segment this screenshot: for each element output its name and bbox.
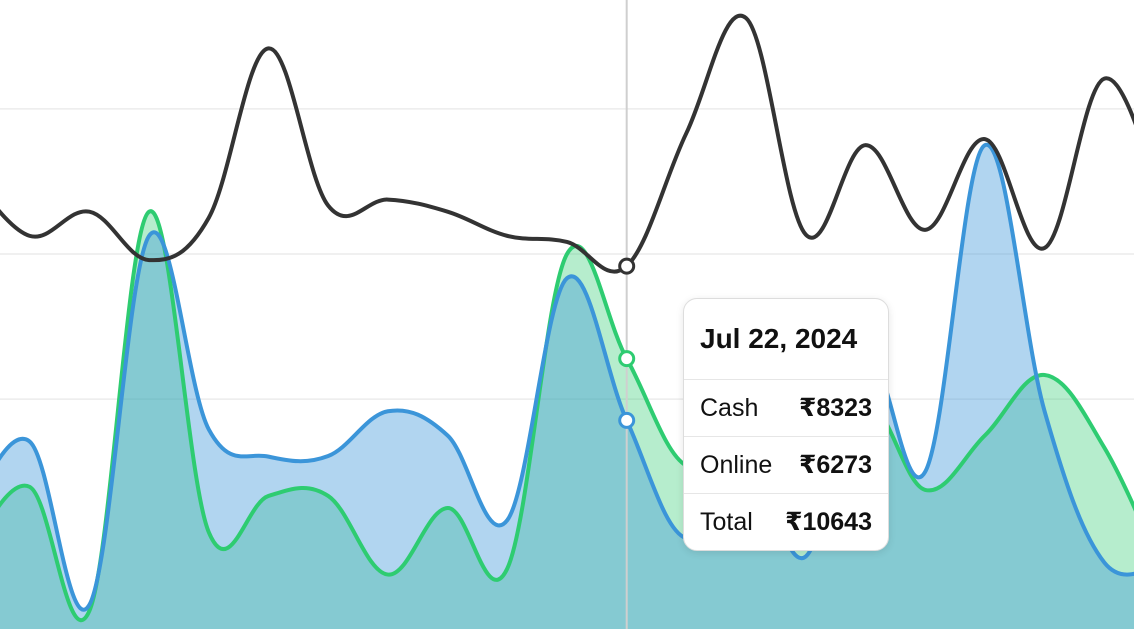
- chart-tooltip: Jul 22, 2024 Cash ₹8323 Online ₹6273 Tot…: [683, 298, 889, 551]
- tooltip-row-cash: Cash ₹8323: [684, 380, 888, 437]
- tooltip-label-online: Online: [700, 450, 773, 479]
- hover-markers: [618, 257, 636, 429]
- tooltip-row-total: Total ₹10643: [684, 494, 888, 550]
- line-total: [0, 143, 1134, 612]
- area-total: [0, 145, 1134, 629]
- tooltip-date: Jul 22, 2024: [684, 299, 888, 380]
- tooltip-label-total: Total: [700, 507, 753, 536]
- chart-areas: [0, 145, 1134, 629]
- line-online: [0, 209, 1134, 623]
- tooltip-label-cash: Cash: [700, 393, 759, 422]
- tooltip-value-total: ₹10643: [785, 508, 872, 536]
- marker-total: [618, 411, 636, 429]
- tooltip-value-cash: ₹8323: [798, 394, 872, 422]
- marker-online: [618, 350, 636, 368]
- tooltip-value-online: ₹6273: [798, 451, 872, 479]
- marker-cash: [618, 257, 636, 275]
- tooltip-row-online: Online ₹6273: [684, 437, 888, 494]
